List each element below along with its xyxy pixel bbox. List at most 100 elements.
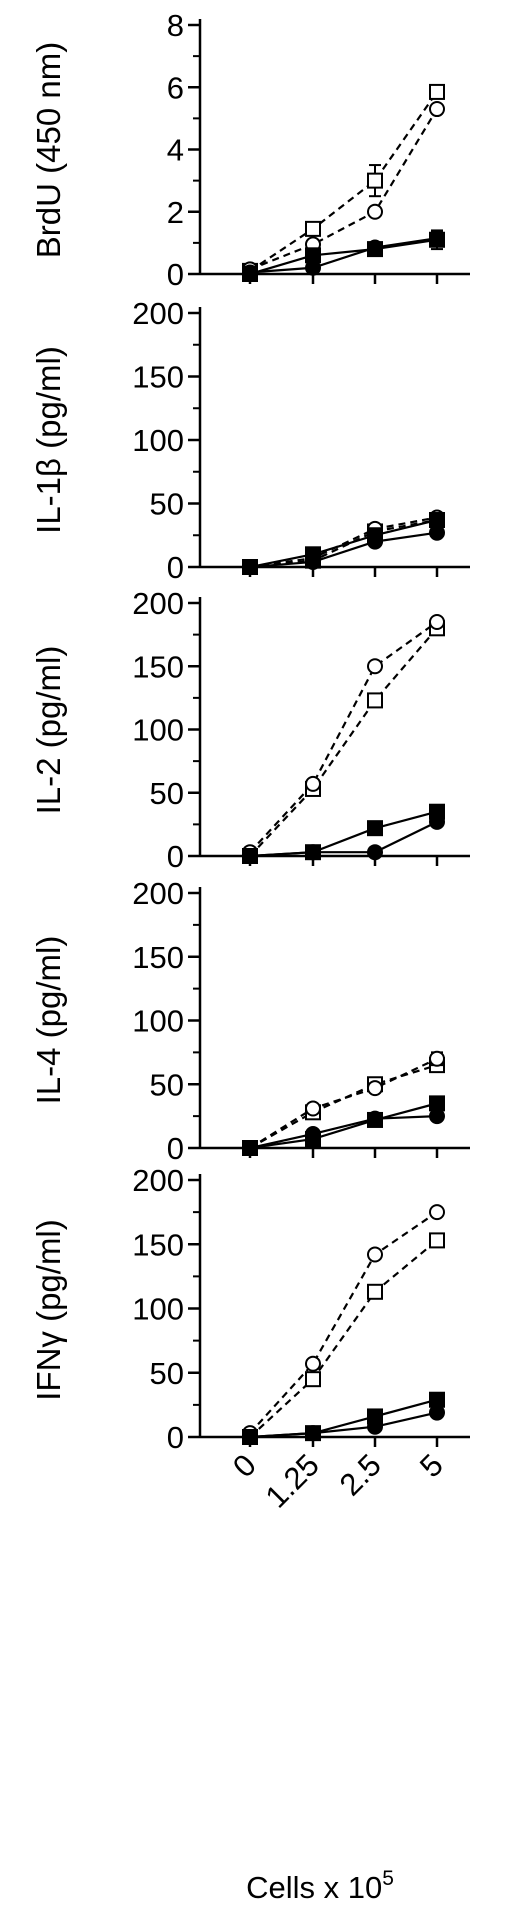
x-tick-label: 2.5 xyxy=(333,1447,388,1502)
panel-2: 0 50 100 150 200 IL-1β (pg/ml) xyxy=(30,296,470,585)
point-circle-open xyxy=(305,1355,321,1372)
x-axis-label-base: Cells x 10 xyxy=(246,1870,382,1905)
point-square-open xyxy=(429,1232,445,1249)
y-axis-label: IFNγ (pg/ml) xyxy=(30,1219,67,1401)
series-line-square-open xyxy=(249,1239,438,1438)
x-axis-label: Cells x 105 xyxy=(246,1867,394,1905)
y-tick-label: 50 xyxy=(150,776,184,811)
y-tick-label: 100 xyxy=(132,423,184,458)
y-tick-label: 0 xyxy=(167,257,184,292)
point-circle-filled xyxy=(367,239,383,256)
point-circle-filled xyxy=(429,230,445,247)
point-square-open xyxy=(305,220,321,237)
series-line-circle-filled xyxy=(249,531,438,569)
y-tick-label: 8 xyxy=(167,8,184,43)
point-circle-open xyxy=(367,1080,383,1097)
y-tick-label: 150 xyxy=(132,649,184,684)
series-line-square-open xyxy=(249,518,438,569)
series-line-circle-filled xyxy=(249,820,438,858)
x-axis-label-exponent: 5 xyxy=(382,1867,394,1890)
point-circle-filled xyxy=(242,848,258,864)
y-tick-label: 6 xyxy=(167,70,184,105)
y-tick-label: 200 xyxy=(132,586,184,621)
point-circle-filled xyxy=(429,813,445,830)
point-circle-open xyxy=(305,775,321,792)
y-tick-label: 2 xyxy=(167,195,184,230)
point-circle-filled xyxy=(242,1429,258,1445)
y-tick-label: 50 xyxy=(150,487,184,522)
y-tick-label: 100 xyxy=(132,1004,184,1039)
y-tick-label: 200 xyxy=(132,296,184,331)
point-circle-filled xyxy=(305,1425,321,1442)
point-square-open xyxy=(429,83,445,100)
series-line-circle-filled xyxy=(249,1115,438,1150)
panel-3: 0 50 100 150 200 IL-2 (pg/ml) xyxy=(30,586,470,874)
y-axis-label: IL-4 (pg/ml) xyxy=(30,936,67,1105)
point-square-open xyxy=(305,1371,321,1388)
series-line-square-open xyxy=(249,91,438,272)
point-square-open xyxy=(367,692,383,709)
y-tick-label: 0 xyxy=(167,1131,184,1166)
series-line-circle-filled xyxy=(249,237,438,274)
panel-4: 0 50 100 150 200 IL-4 (pg/ml) xyxy=(30,876,470,1166)
series-line-square-filled xyxy=(249,518,438,569)
point-circle-open xyxy=(367,203,383,220)
y-tick-label: 50 xyxy=(150,1067,184,1102)
series-line-circle-open xyxy=(249,1057,438,1149)
point-circle-filled xyxy=(242,264,258,281)
point-circle-open xyxy=(429,101,445,118)
point-circle-filled xyxy=(367,1110,383,1127)
y-axis-label: IL-2 (pg/ml) xyxy=(30,646,67,815)
series-line-square-filled xyxy=(249,810,438,858)
point-circle-open xyxy=(429,1204,445,1221)
series-line-circle-filled xyxy=(249,1411,438,1439)
y-tick-label: 100 xyxy=(132,1292,184,1327)
series-line-circle-open xyxy=(249,108,438,271)
series-line-circle-open xyxy=(249,1211,438,1434)
point-circle-open xyxy=(367,658,383,675)
point-circle-filled xyxy=(429,524,445,541)
point-circle-open xyxy=(305,1100,321,1117)
point-circle-filled xyxy=(242,559,258,575)
point-square-filled xyxy=(367,820,383,837)
series-line-square-open xyxy=(249,627,438,857)
y-tick-label: 4 xyxy=(167,133,184,168)
series-line-circle-open xyxy=(249,621,438,853)
point-circle-filled xyxy=(242,1140,258,1156)
y-tick-label: 100 xyxy=(132,713,184,748)
x-tick-label: 1.25 xyxy=(259,1447,326,1514)
point-circle-open xyxy=(429,1050,445,1067)
point-circle-filled xyxy=(367,844,383,861)
point-circle-filled xyxy=(305,553,321,570)
point-circle-filled xyxy=(367,533,383,550)
point-circle-filled xyxy=(367,1418,383,1435)
y-tick-label: 200 xyxy=(132,1163,184,1198)
x-tick-label: 0 xyxy=(226,1447,263,1484)
series-line-circle-open xyxy=(249,516,438,569)
point-circle-open xyxy=(367,1246,383,1263)
point-circle-filled xyxy=(305,259,321,276)
y-tick-label: 0 xyxy=(167,1420,184,1455)
y-tick-label: 0 xyxy=(167,839,184,874)
y-tick-label: 200 xyxy=(132,876,184,911)
panel-1: 0 2 4 6 8 BrdU (450 nm) xyxy=(30,8,470,292)
series-line-square-filled xyxy=(249,1102,438,1150)
series-line-square-filled xyxy=(249,238,438,276)
point-circle-filled xyxy=(429,1108,445,1125)
point-circle-filled xyxy=(429,1404,445,1421)
y-tick-label: 50 xyxy=(150,1356,184,1391)
point-circle-filled xyxy=(305,844,321,861)
series-line-square-open xyxy=(249,1064,438,1149)
point-circle-open xyxy=(429,613,445,630)
point-circle-filled xyxy=(305,1125,321,1142)
point-square-open xyxy=(367,1283,383,1300)
y-tick-label: 0 xyxy=(167,550,184,585)
y-tick-label: 150 xyxy=(132,1227,184,1262)
y-tick-label: 150 xyxy=(132,360,184,395)
y-tick-label: 150 xyxy=(132,940,184,975)
point-square-open xyxy=(367,172,383,189)
y-axis-label: IL-1β (pg/ml) xyxy=(30,346,67,534)
x-tick-label: 5 xyxy=(413,1447,450,1484)
